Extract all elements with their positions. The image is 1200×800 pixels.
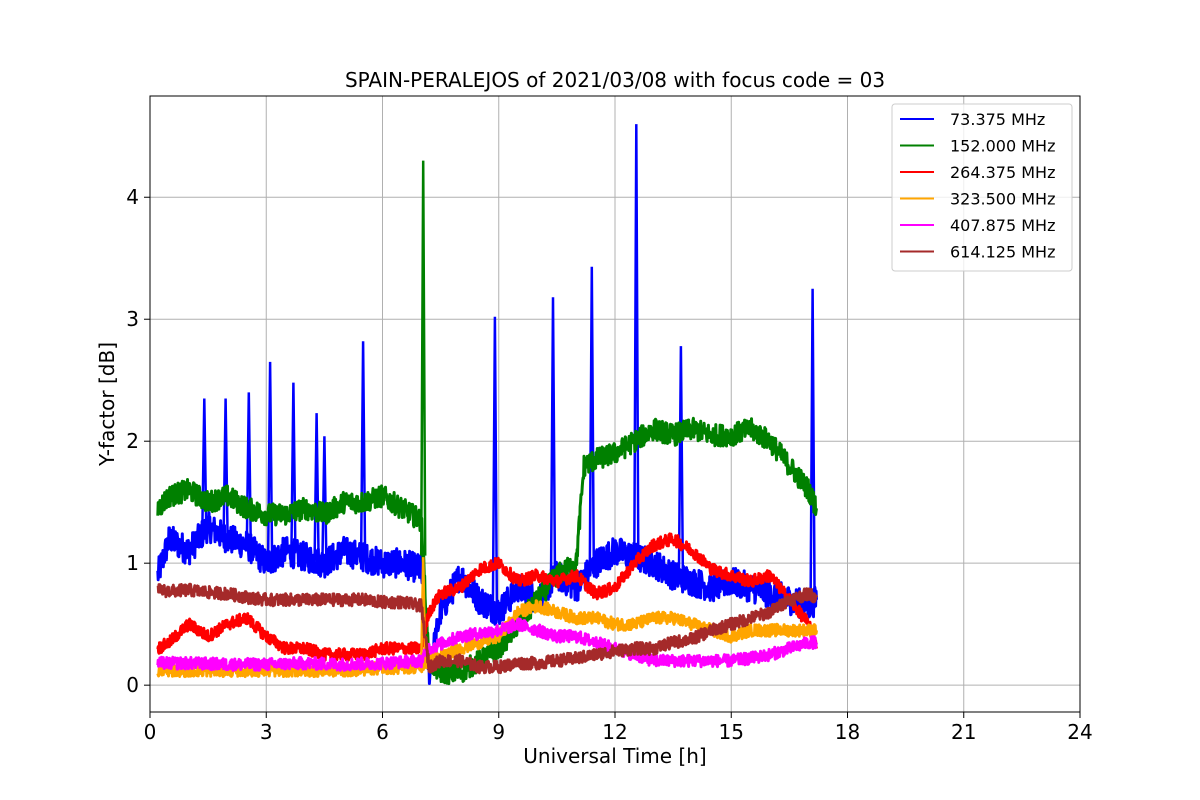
y-tick-label: 2 <box>126 429 139 453</box>
legend-label: 152.000 MHz <box>950 137 1055 156</box>
series-line <box>156 617 818 672</box>
legend: 73.375 MHz 152.000 MHz 264.375 MHz 323.500 … <box>891 103 1073 272</box>
series-line <box>156 532 818 663</box>
series-spike <box>359 341 367 558</box>
x-tick-label: 18 <box>835 720 860 744</box>
x-tick-label: 9 <box>492 720 505 744</box>
chart-title: SPAIN-PERALEJOS of 2021/03/08 with focus… <box>345 68 885 92</box>
series-spike <box>201 398 208 532</box>
series-spike <box>419 160 427 556</box>
y-tick-label: 1 <box>126 551 139 575</box>
series-spike <box>266 361 274 561</box>
series-spike <box>290 382 297 554</box>
x-axis-label: Universal Time [h] <box>523 744 706 768</box>
series-spike <box>245 392 253 547</box>
series-line <box>156 416 818 686</box>
x-tick-label: 0 <box>144 720 157 744</box>
x-tick-label: 12 <box>602 720 627 744</box>
x-tick-label: 24 <box>1067 720 1092 744</box>
series-spike <box>491 316 499 610</box>
x-tick-label: 3 <box>260 720 273 744</box>
legend-label: 323.500 MHz <box>950 190 1055 209</box>
y-axis-label: Y-factor [dB] <box>95 342 119 467</box>
y-tick-label: 0 <box>126 673 139 697</box>
legend-box <box>891 103 1073 272</box>
y-tick-label: 3 <box>126 307 139 331</box>
x-tick-label: 15 <box>719 720 744 744</box>
legend-label: 614.125 MHz <box>950 243 1055 262</box>
series-spike <box>549 297 557 581</box>
series-spike <box>633 124 640 558</box>
x-tick-label: 21 <box>951 720 976 744</box>
x-tick-label: 6 <box>376 720 389 744</box>
legend-label: 73.375 MHz <box>950 110 1045 129</box>
plot-lines <box>156 124 818 686</box>
series-line <box>156 582 818 675</box>
legend-label: 407.875 MHz <box>950 216 1055 235</box>
y-tick-label: 4 <box>126 185 139 209</box>
legend-label: 264.375 MHz <box>950 163 1055 182</box>
series-spike <box>677 346 685 578</box>
